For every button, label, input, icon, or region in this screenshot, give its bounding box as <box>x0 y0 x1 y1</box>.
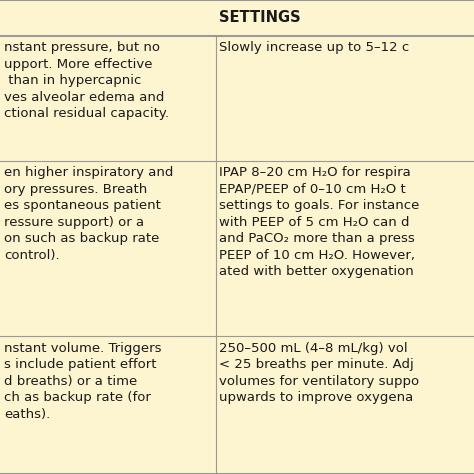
Text: en higher inspiratory and
ory pressures. Breath
es spontaneous patient
ressure s: en higher inspiratory and ory pressures.… <box>4 166 173 262</box>
Text: nstant pressure, but no
upport. More effective
 than in hypercapnic
ves alveolar: nstant pressure, but no upport. More eff… <box>4 41 169 120</box>
Text: nstant volume. Triggers
s include patient effort
d breaths) or a time
ch as back: nstant volume. Triggers s include patien… <box>4 342 161 420</box>
Text: IPAP 8–20 cm H₂O for respira
EPAP/PEEP of 0–10 cm H₂O t
settings to goals. For i: IPAP 8–20 cm H₂O for respira EPAP/PEEP o… <box>219 166 420 278</box>
Text: 250–500 mL (4–8 mL/kg) vol
< 25 breaths per minute. Adj
volumes for ventilatory : 250–500 mL (4–8 mL/kg) vol < 25 breaths … <box>219 342 419 404</box>
Text: SETTINGS: SETTINGS <box>219 10 301 25</box>
Text: Slowly increase up to 5–12 c: Slowly increase up to 5–12 c <box>219 41 410 54</box>
